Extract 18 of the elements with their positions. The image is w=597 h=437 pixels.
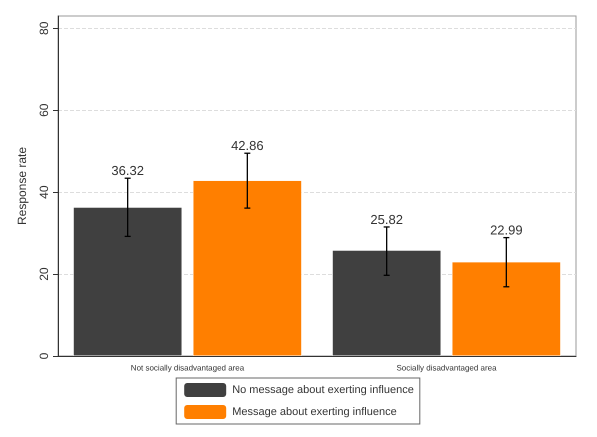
data-label: 25.82 [370,212,403,227]
x-tick-label: Socially disadvantaged area [396,364,498,372]
legend-label: No message about exerting influence [232,384,414,396]
data-label: 22.99 [490,222,523,238]
bar [73,207,182,356]
y-tick-label: 0 [37,352,51,360]
x-tick-label: Not socially disadvantaged area [130,364,245,372]
y-axis-title: Response rate [15,146,29,226]
bar [332,250,442,356]
y-tick-label: 20 [37,267,51,281]
legend-label: Message about exerting influence [232,406,397,418]
data-label: 36.32 [111,163,144,178]
bar [192,180,302,356]
data-label: 42.86 [231,138,264,154]
y-tick-label: 60 [37,103,51,117]
bar [452,262,561,356]
y-tick-label: 40 [37,185,51,199]
y-tick-label: 80 [37,21,51,35]
